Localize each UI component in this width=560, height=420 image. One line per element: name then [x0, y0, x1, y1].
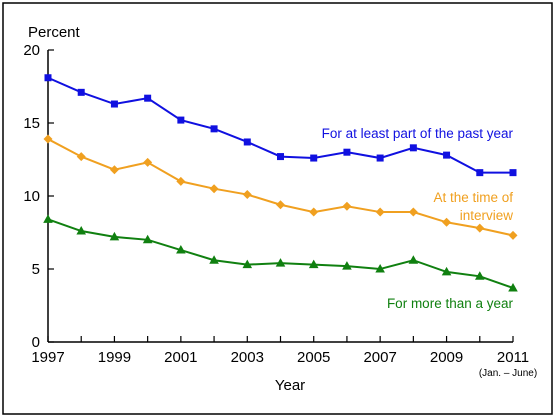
series-1 — [44, 74, 517, 177]
y-axis-ticks: 0 5 10 15 20 — [23, 42, 54, 351]
data-point — [209, 184, 219, 194]
x-tick-label: 2003 — [231, 349, 264, 366]
data-point — [76, 226, 87, 235]
data-point — [110, 100, 118, 108]
data-point — [109, 231, 120, 241]
data-point — [308, 259, 319, 269]
data-point — [275, 258, 286, 267]
series-label-interview-line2: interview — [460, 208, 514, 223]
x-tick-label: 2011 — [497, 349, 529, 366]
data-point — [242, 259, 253, 269]
x-axis-ticks: 1997 1999 2001 2003 2005 2007 2009 2011 — [31, 336, 529, 366]
data-point — [408, 207, 418, 217]
x-axis-note: (Jan. – June) — [479, 368, 537, 379]
y-tick-label: 15 — [23, 115, 40, 132]
data-point — [176, 176, 186, 186]
data-point — [310, 154, 318, 162]
data-point — [408, 255, 419, 264]
data-point — [43, 214, 53, 223]
data-point — [43, 134, 53, 144]
data-point — [375, 207, 385, 217]
x-axis-title: Year — [275, 377, 305, 394]
data-point — [77, 88, 85, 96]
series-line — [47, 218, 514, 289]
series-label-interview: At the time of interview — [433, 190, 513, 223]
data-point — [44, 74, 52, 82]
data-point — [441, 266, 452, 276]
data-point — [508, 230, 518, 240]
data-point — [177, 116, 185, 124]
y-axis-title: Percent — [28, 24, 81, 41]
series-layer — [43, 74, 518, 292]
data-point — [508, 282, 518, 292]
series-label-more-than-year: For more than a year — [387, 296, 514, 311]
data-point — [277, 153, 284, 161]
chart-frame — [2, 2, 553, 415]
x-tick-label: 2009 — [430, 349, 463, 366]
data-point — [143, 157, 153, 167]
y-tick-label: 0 — [32, 334, 40, 351]
data-point — [442, 217, 452, 227]
data-point — [443, 151, 451, 159]
y-tick-label: 10 — [23, 188, 40, 205]
data-point — [176, 245, 186, 254]
data-point — [409, 144, 417, 152]
data-point — [109, 165, 119, 175]
data-point — [375, 264, 385, 273]
data-point — [309, 207, 319, 217]
data-point — [475, 223, 485, 233]
data-point — [76, 152, 86, 162]
data-point — [342, 261, 352, 270]
series-label-interview-line1: At the time of — [433, 190, 513, 205]
series-3 — [43, 214, 518, 292]
data-point — [142, 234, 153, 244]
x-tick-label: 2007 — [363, 349, 396, 366]
data-point — [376, 154, 384, 162]
data-point — [343, 148, 351, 156]
data-point — [209, 255, 219, 264]
x-tick-label: 2005 — [297, 349, 330, 366]
series-2 — [43, 134, 518, 240]
series-label-past-year: For at least part of the past year — [322, 126, 514, 141]
x-tick-label: 1999 — [98, 349, 131, 366]
x-tick-label: 1997 — [31, 349, 64, 366]
y-tick-label: 20 — [23, 42, 40, 59]
data-point — [476, 169, 484, 177]
y-tick-label: 5 — [32, 261, 40, 278]
data-point — [276, 200, 285, 210]
data-point — [509, 169, 517, 177]
data-point — [474, 271, 485, 280]
data-point — [243, 138, 251, 146]
data-point — [144, 94, 152, 102]
x-tick-label: 2001 — [164, 349, 197, 366]
data-point — [242, 190, 252, 200]
data-point — [210, 125, 218, 133]
data-point — [342, 201, 352, 211]
